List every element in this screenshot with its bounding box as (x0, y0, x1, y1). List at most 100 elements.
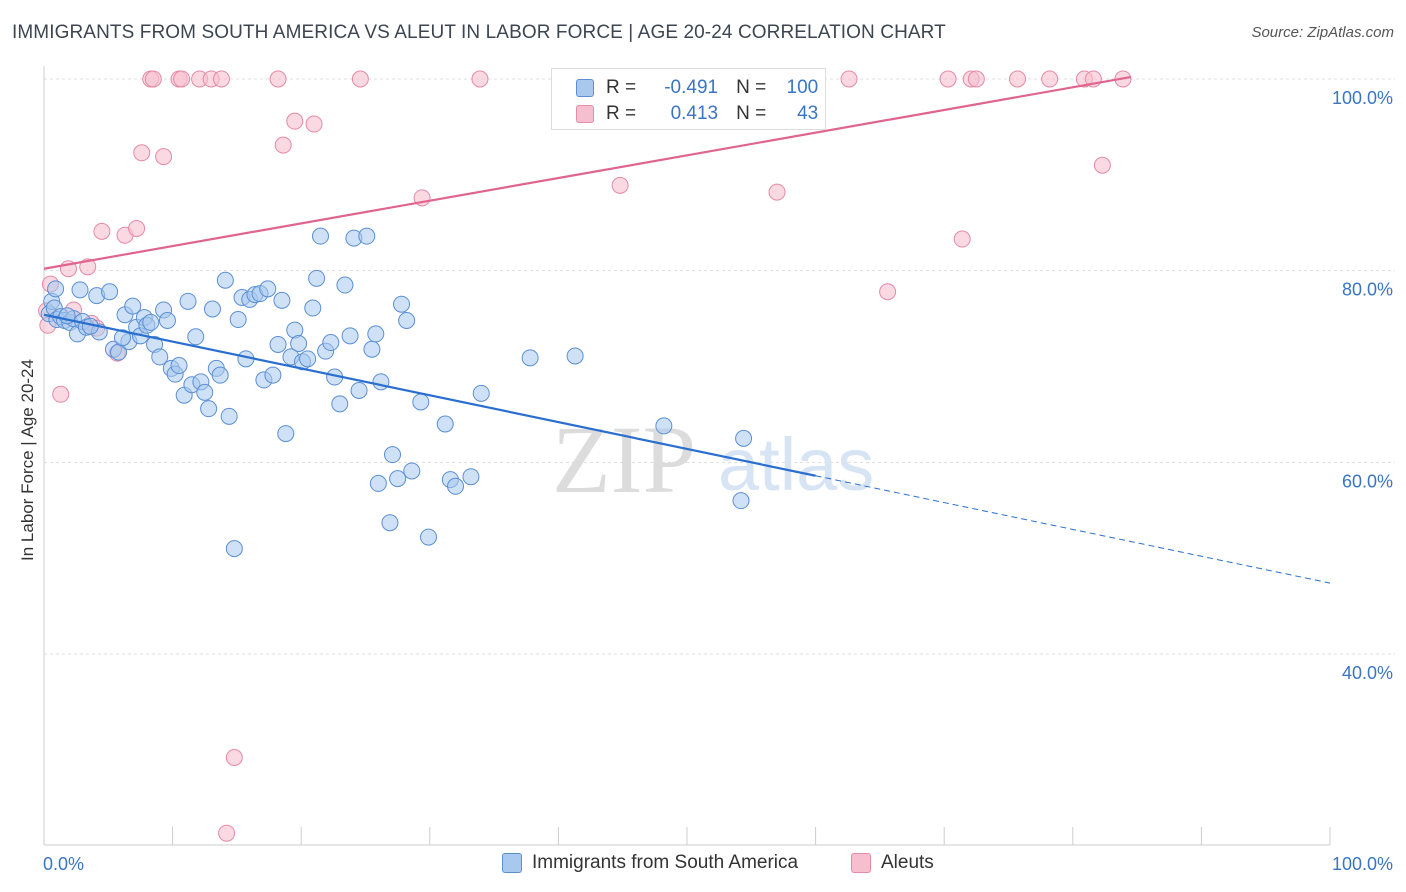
immigrants-point (403, 462, 421, 480)
aleuts-point (840, 70, 858, 88)
immigrants-point (735, 429, 753, 447)
legend-n-label-2: N = (736, 103, 767, 124)
immigrants-point (372, 373, 390, 391)
immigrants-point (196, 383, 214, 401)
immigrants-point (358, 227, 376, 245)
aleuts-point (218, 824, 236, 842)
aleuts-point (274, 136, 292, 154)
immigrants-point (113, 329, 131, 347)
legend-swatch-immigrants (576, 79, 594, 97)
immigrants-point (322, 334, 340, 352)
bottom-legend-swatch-immigrants (502, 853, 522, 873)
bottom-legend-label-aleuts: Aleuts (881, 852, 934, 873)
aleuts-point (155, 148, 173, 166)
immigrants-point (341, 327, 359, 345)
bottom-legend-swatch-aleuts (851, 853, 871, 873)
immigrants-point (142, 313, 160, 331)
aleuts-point (967, 70, 985, 88)
aleuts-point (128, 220, 146, 237)
chart-title: IMMIGRANTS FROM SOUTH AMERICA VS ALEUT I… (12, 22, 946, 43)
immigrants-point (472, 384, 490, 402)
legend-n-label-1: N = (736, 77, 767, 98)
aleuts-point (144, 70, 162, 88)
x-tick-label-min: 0.0% (43, 854, 84, 874)
legend-r-value-2: 0.413 (670, 103, 719, 124)
aleuts-point (351, 70, 369, 88)
legend-n-value-2: 43 (797, 103, 819, 124)
immigrants-point (273, 291, 291, 309)
immigrants-point (264, 366, 282, 384)
bottom-legend-immigrants: Immigrants from South America (502, 852, 798, 874)
y-tick-label-40: 40.0% (1342, 663, 1393, 683)
aleuts-point (305, 115, 323, 133)
aleuts-point (471, 70, 489, 88)
immigrants-point (566, 347, 584, 365)
immigrants-point (521, 349, 539, 367)
aleuts-point (225, 749, 243, 766)
aleuts-point (52, 385, 70, 403)
legend-r-value-1: -0.491 (664, 77, 719, 98)
source-credit: Source: ZipAtlas.com (1251, 24, 1394, 41)
immigrants-point (384, 446, 402, 464)
immigrants-point (304, 299, 322, 317)
legend-swatch-aleuts (576, 105, 594, 123)
immigrants-point (269, 335, 287, 353)
immigrants-point (398, 312, 416, 329)
immigrants-point (331, 395, 349, 413)
immigrants-point (187, 328, 205, 346)
immigrants-point (151, 348, 169, 366)
aleuts-point (611, 176, 629, 194)
aleuts-point (173, 70, 191, 88)
immigrants-point (350, 381, 368, 399)
aleuts-trend-line (43, 76, 1131, 270)
aleuts-point (212, 70, 230, 88)
immigrants-point (203, 300, 221, 318)
legend-r-label-2: R = (606, 103, 637, 124)
immigrants-point (420, 528, 438, 546)
y-tick-label-100: 100.0% (1332, 88, 1393, 108)
aleuts-point (879, 283, 897, 301)
immigrants-point (732, 492, 750, 510)
legend-n-value-1: 100 (786, 77, 819, 98)
immigrants-point (308, 269, 326, 287)
immigrants-point (381, 514, 399, 532)
aleuts-point (1009, 70, 1027, 88)
immigrants-point (447, 477, 465, 495)
immigrants-point (462, 468, 480, 486)
immigrants-point (170, 357, 188, 375)
immigrants-point (290, 335, 308, 352)
aleuts-point (1093, 156, 1111, 174)
immigrants-point (225, 540, 243, 558)
y-tick-label-60: 60.0% (1342, 471, 1393, 491)
immigrants-point (124, 297, 142, 315)
immigrants-trend-extension (815, 475, 1331, 584)
legend-row-aleuts: R = 0.413 N = 43 (576, 101, 818, 127)
immigrants-trend-line (43, 313, 816, 477)
watermark: ZIP atlas (552, 406, 874, 513)
aleuts-point (953, 230, 971, 248)
aleuts-point (269, 70, 287, 88)
y-tick-label-80: 80.0% (1342, 280, 1393, 300)
immigrants-point (412, 393, 430, 411)
immigrants-point (363, 340, 381, 358)
legend-r-label-1: R = (606, 77, 637, 98)
immigrants-point (436, 415, 454, 433)
bottom-legend-label-immigrants: Immigrants from South America (532, 852, 799, 873)
aleuts-point (93, 222, 111, 240)
immigrants-point (158, 312, 176, 329)
correlation-legend: R = -0.491 N = 100 R = 0.413 N = 43 (551, 68, 826, 130)
immigrants-point (220, 407, 238, 425)
immigrants-point (259, 280, 277, 298)
immigrants-point (299, 350, 317, 368)
immigrants-point (389, 470, 407, 488)
aleuts-point (1041, 70, 1059, 88)
immigrants-point (216, 271, 234, 289)
immigrants-points (40, 227, 753, 558)
immigrants-point (277, 425, 295, 443)
immigrants-point (367, 325, 385, 343)
legend-row-immigrants: R = -0.491 N = 100 (576, 75, 818, 101)
immigrants-point (393, 295, 411, 313)
axes-layer (43, 66, 1331, 846)
immigrants-point (71, 281, 89, 299)
